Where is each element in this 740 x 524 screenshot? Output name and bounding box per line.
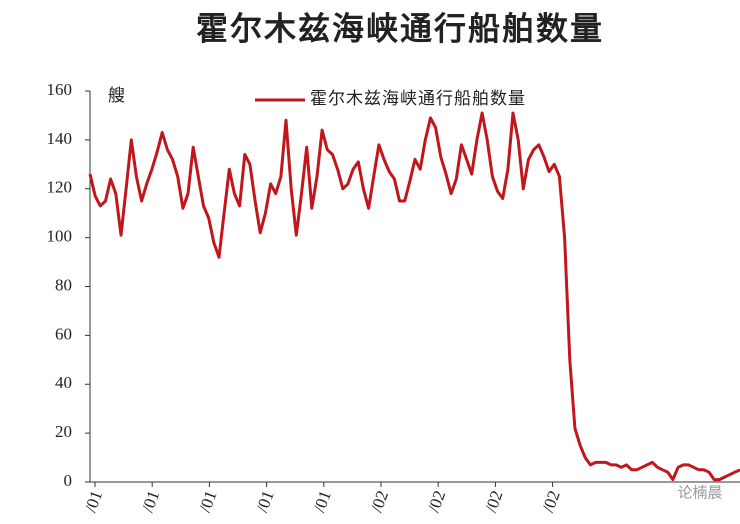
watermark: 论楠晨	[677, 484, 722, 501]
legend-label: 霍尔木兹海峡通行船舶数量	[310, 89, 526, 108]
unit-label: 艘	[108, 86, 125, 105]
y-tick-label: 160	[47, 80, 73, 99]
chart-title: 霍尔木兹海峡通行船舶数量	[196, 10, 604, 46]
y-tick-label: 60	[55, 324, 72, 343]
line	[88, 111, 740, 482]
y-tick-label: 80	[55, 275, 72, 294]
y-tick-label: 40	[55, 373, 72, 392]
y-tick-label: 140	[47, 129, 73, 148]
y-tick-label: 120	[47, 178, 73, 197]
y-tick-label: 20	[55, 422, 72, 441]
y-tick-label: 100	[47, 227, 73, 246]
y-tick-label: 0	[64, 471, 73, 490]
